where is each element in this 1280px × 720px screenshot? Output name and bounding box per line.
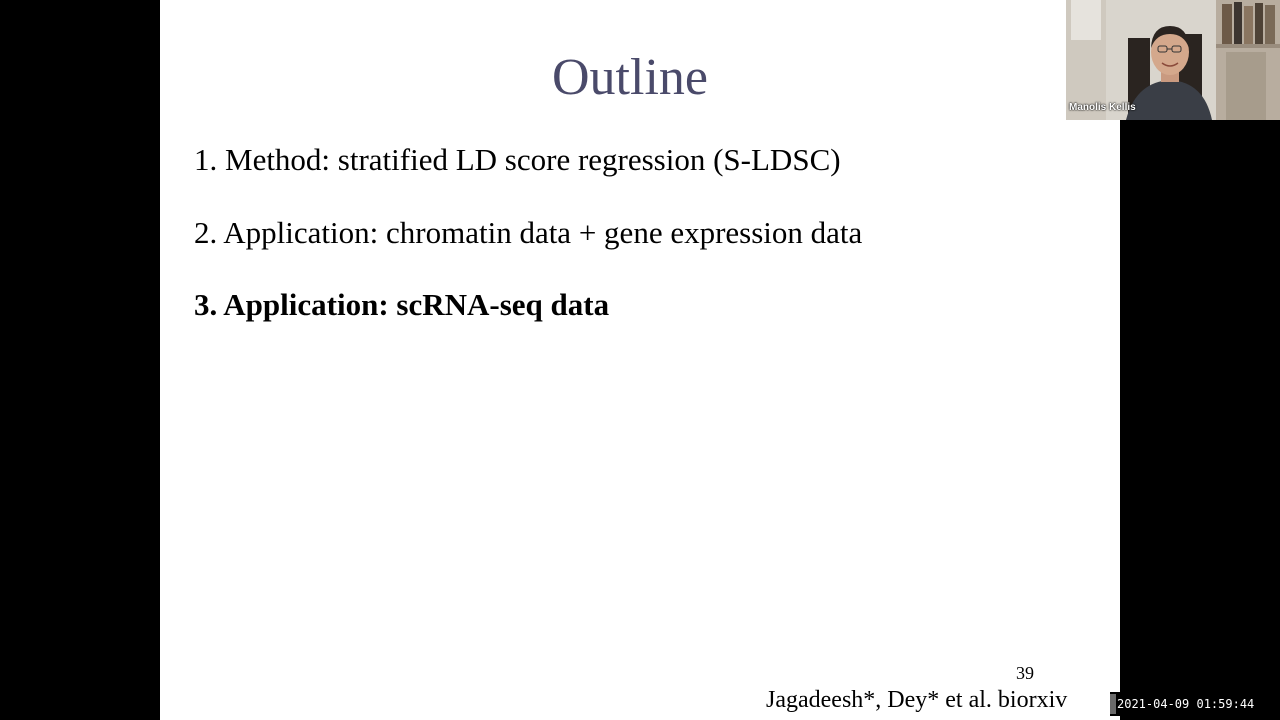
presentation-slide: Outline 1. Method: stratified LD score r… [160,0,1120,720]
slide-title: Outline [552,49,708,106]
slide-page-number: 39 [1016,663,1034,683]
outline-item-2: 2. Application: chromatin data + gene ex… [194,215,863,250]
outline-item-1: 1. Method: stratified LD score regressio… [194,142,841,177]
recording-timestamp: 2021-04-09 01:59:44 [1117,697,1255,711]
outline-item-3: 3. Application: scRNA-seq data [194,287,610,322]
timestamp-marker [1110,694,1116,714]
slide-citation: Jagadeesh*, Dey* et al. biorxiv [766,687,1068,713]
timestamp-overlay: 2021-04-09 01:59:44 [1110,692,1280,716]
participant-video-feed [1066,0,1280,120]
participant-name-label: Manolis Kellis [1069,102,1136,113]
participant-video-tile[interactable]: Manolis Kellis [1066,0,1280,120]
